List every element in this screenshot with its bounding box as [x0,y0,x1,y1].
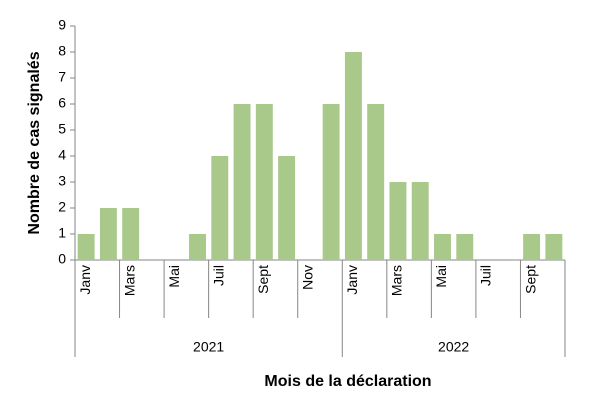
bar [278,156,296,260]
bar [211,156,229,260]
group-label: 2022 [438,339,469,355]
x-tick-label: Mai [433,265,449,288]
x-tick-label: Mars [389,265,405,296]
bar [344,52,362,260]
bar [456,234,474,260]
y-tick-label: 9 [58,17,66,33]
bar [77,234,95,260]
y-tick-label: 1 [58,225,66,241]
x-tick-label: Mars [121,265,137,296]
x-tick-label: Nov [300,265,316,290]
bar [255,104,273,260]
x-tick-label: Janv [344,265,360,295]
bar [411,182,429,260]
bar [523,234,541,260]
bar [389,182,407,260]
y-tick-label: 5 [58,121,66,137]
y-tick-label: 4 [58,147,66,163]
bar [233,104,251,260]
x-axis-title: Mois de la déclaration [264,373,431,390]
bar [189,234,206,260]
y-tick-label: 8 [58,43,66,59]
y-tick-label: 0 [58,251,66,267]
y-axis-title: Nombre de cas signalés [26,51,43,234]
bar [99,208,117,260]
y-tick-label: 3 [58,173,66,189]
x-tick-label: Sept [255,265,271,294]
bar [545,234,563,260]
x-tick-label: Sept [522,265,538,294]
x-tick-label: Juil [210,265,226,286]
y-tick-label: 2 [58,199,66,215]
y-tick-label: 7 [58,69,66,85]
x-tick-label: Juil [478,265,494,286]
group-label: 2021 [193,339,224,355]
y-tick-label: 6 [58,95,66,111]
bar [434,234,451,260]
x-tick-label: Janv [77,265,93,295]
bar [122,208,140,260]
bar [367,104,385,260]
bar [322,104,340,260]
x-tick-label: Mai [166,265,182,288]
